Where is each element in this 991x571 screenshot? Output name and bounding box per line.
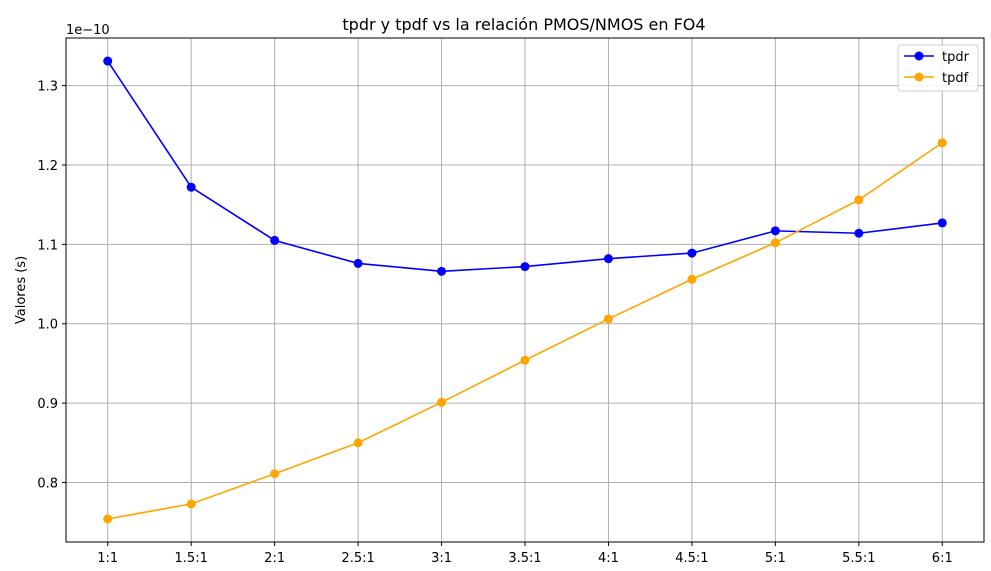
data-point-tpdf	[603, 314, 613, 324]
data-point-tpdr	[186, 182, 196, 192]
data-point-tpdr	[770, 226, 780, 236]
y-tick-label: 1.0	[37, 318, 58, 333]
axes: 1:1 1.5:1 2:1 2.5:1 3:1 3.5:1 4:1 4.5:1 5:1 5.5:1…	[37, 37, 985, 566]
data-point-tpdf	[687, 274, 697, 284]
data-point-tpdf	[353, 438, 363, 448]
data-point-tpdf	[437, 397, 447, 407]
legend-marker-tpdf	[914, 72, 924, 82]
legend-marker-tpdr	[914, 51, 924, 61]
x-tick-label: 1:1	[97, 551, 118, 566]
x-tick-label: 2:1	[264, 551, 285, 566]
x-tick-label: 4.5:1	[675, 551, 708, 566]
y-tick-label: 0.9	[37, 397, 58, 412]
data-point-tpdr	[687, 248, 697, 258]
x-tick-label: 3.5:1	[508, 551, 541, 566]
data-point-tpdr	[937, 218, 947, 228]
data-point-tpdr	[103, 56, 113, 66]
data-point-tpdr	[353, 258, 363, 268]
chart-title: tpdr y tpdf vs la relación PMOS/NMOS en …	[342, 15, 705, 34]
y-tick-label: 1.1	[37, 238, 58, 253]
data-point-tpdf	[854, 195, 864, 205]
data-point-tpdr	[603, 254, 613, 264]
y-axis-label: Valores (s)	[14, 256, 29, 324]
y-tick-label: 0.8	[37, 476, 58, 491]
data-point-tpdr	[437, 266, 447, 276]
legend-label-tpdr: tpdr	[942, 50, 970, 65]
x-tick-label: 6:1	[932, 551, 953, 566]
series-layer	[103, 56, 947, 524]
data-point-tpdr	[854, 228, 864, 238]
data-point-tpdf	[270, 469, 280, 479]
x-tick-label: 5:1	[765, 551, 786, 566]
y-offset-label: 1e−10	[66, 23, 110, 38]
legend-label-tpdf: tpdf	[942, 71, 969, 86]
data-point-tpdf	[520, 355, 530, 365]
grid	[66, 38, 984, 542]
x-tick-label: 5.5:1	[842, 551, 875, 566]
data-point-tpdf	[937, 138, 947, 148]
plot-frame	[65, 37, 985, 543]
data-point-tpdf	[186, 499, 196, 509]
data-point-tpdr	[520, 262, 530, 272]
data-point-tpdf	[103, 514, 113, 524]
y-tick-label: 1.3	[37, 80, 58, 95]
x-tick-label: 2.5:1	[341, 551, 374, 566]
y-tick-label: 1.2	[37, 159, 58, 174]
legend: tpdr tpdf	[897, 44, 979, 92]
data-point-tpdr	[270, 235, 280, 245]
data-point-tpdf	[770, 238, 780, 248]
x-tick-label: 1.5:1	[175, 551, 208, 566]
x-tick-label: 4:1	[598, 551, 619, 566]
x-tick-label: 3:1	[431, 551, 452, 566]
